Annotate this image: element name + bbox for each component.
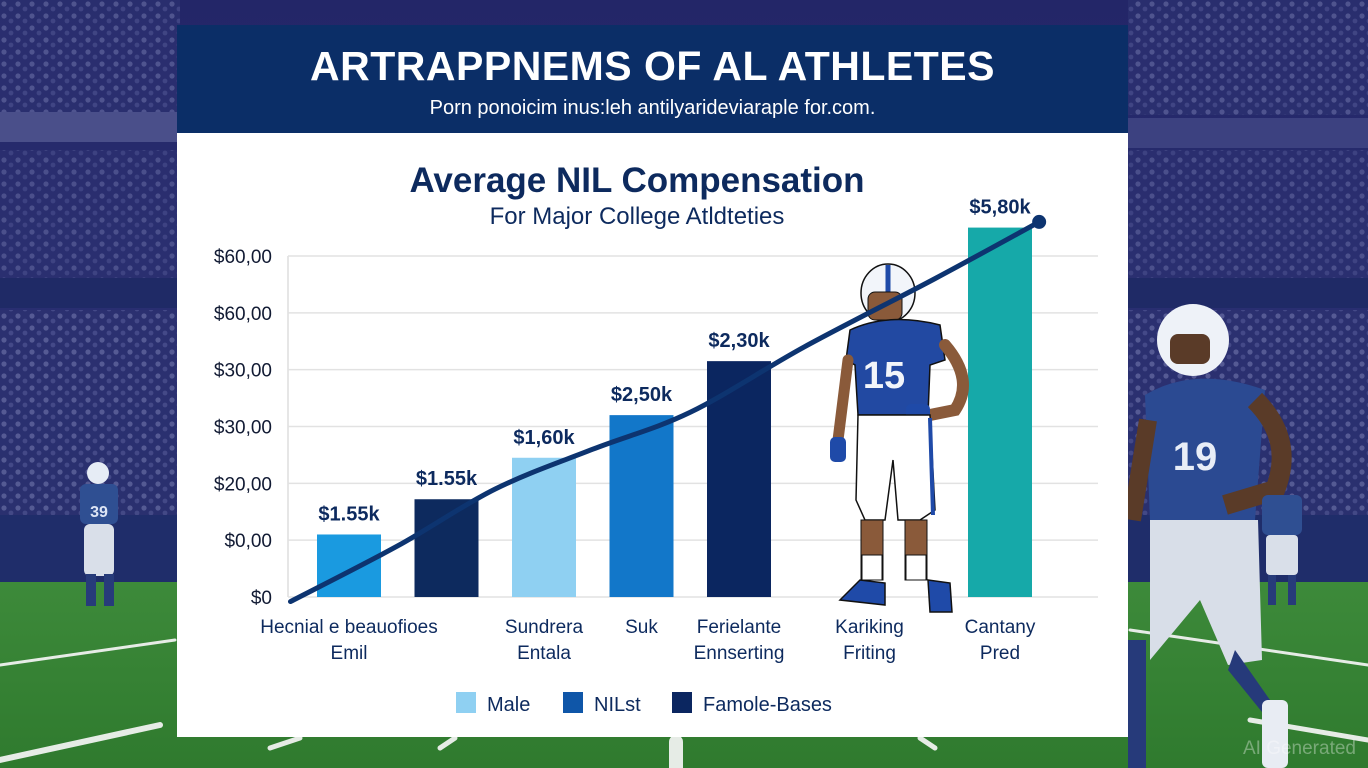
crowd-left-upper xyxy=(0,0,180,115)
chart: Average NIL Compensation For Major Colle… xyxy=(214,161,1098,716)
bar-value-label: $1.55k xyxy=(318,503,380,525)
category-label: Suk xyxy=(625,617,658,638)
center-player-illustration: 15 xyxy=(830,263,969,613)
chart-title: Average NIL Compensation xyxy=(409,161,864,200)
bar-value-label: $5,80k xyxy=(969,197,1031,219)
category-label: Pred xyxy=(980,643,1020,664)
header-subtitle: Porn ponoicim inus:leh antilyarideviarap… xyxy=(429,97,876,119)
bar xyxy=(968,227,1032,598)
trend-line xyxy=(288,219,1042,605)
category-label: Friting xyxy=(843,643,896,664)
category-label: Ferielante xyxy=(697,617,782,638)
legend-swatch xyxy=(563,692,583,713)
stand-band-right xyxy=(1128,118,1368,148)
ribbon-board-left xyxy=(0,278,180,308)
legend-item: Famole-Bases xyxy=(672,692,832,716)
bar xyxy=(317,534,381,597)
bars xyxy=(317,227,1032,598)
category-label: Sundrera xyxy=(505,617,584,638)
center-player-jersey-number: 15 xyxy=(863,355,905,397)
y-tick-label: $20,00 xyxy=(214,474,272,495)
bar xyxy=(609,415,674,597)
right-player-jersey-number: 19 xyxy=(1173,435,1218,479)
ai-generated-watermark: AI Generated xyxy=(1242,738,1356,759)
category-labels: Hecnial e beauofioes Emil Sundrera Entala Su… xyxy=(260,617,1036,664)
y-tick-label: $60,00 xyxy=(214,247,272,268)
bar-value-label: $2,50k xyxy=(611,384,673,406)
legend-swatch xyxy=(672,692,692,713)
category-label: Kariking xyxy=(835,617,904,638)
category-label: Cantany xyxy=(965,617,1036,638)
crowd-left-lower xyxy=(0,150,180,280)
bar-value-labels: $1.55k $1.55k $1,60k $2,50k $2,30k $5,80k xyxy=(318,197,1031,526)
legend-item: Male xyxy=(456,692,530,716)
infographic-panel: ARTRAPPNEMS OF AL ATHLETES Porn ponoicim… xyxy=(177,25,1128,737)
bar-value-label: $1,60k xyxy=(513,427,575,449)
bar xyxy=(512,457,576,597)
legend-label: Male xyxy=(487,694,530,716)
legend-label: Famole-Bases xyxy=(703,694,832,716)
category-label: Hecnial e beauofioes xyxy=(260,617,437,638)
header-title: ARTRAPPNEMS OF AL ATHLETES xyxy=(310,43,995,89)
trend-line-endpoint xyxy=(1032,214,1047,229)
y-tick-label: $0,00 xyxy=(224,531,272,552)
crowd-right-upper xyxy=(1128,0,1368,115)
distant-player-illustration xyxy=(1262,495,1302,605)
left-player-jersey-number: 39 xyxy=(90,504,108,521)
legend: Male NILst Famole-Bases xyxy=(456,692,832,716)
bar-value-label: $1.55k xyxy=(416,468,478,490)
y-tick-label: $30,00 xyxy=(214,361,272,382)
chart-subtitle: For Major College Atldteties xyxy=(490,203,785,230)
y-tick-label: $60,00 xyxy=(214,304,272,325)
bar-value-label: $2,30k xyxy=(708,330,770,352)
category-label: Ennserting xyxy=(694,643,785,664)
crowd-right-lower xyxy=(1128,150,1368,280)
stand-band-left xyxy=(0,112,180,142)
legend-swatch xyxy=(456,692,476,713)
header-banner: ARTRAPPNEMS OF AL ATHLETES Porn ponoicim… xyxy=(177,25,1128,133)
left-player-illustration: 39 xyxy=(80,462,118,606)
ribbon-board-right xyxy=(1128,278,1368,308)
y-axis-ticks: $60,00 $60,00 $30,00 $30,00 $20,00 $0,00 $0 xyxy=(214,247,272,609)
legend-item: NILst xyxy=(563,692,641,716)
y-tick-label: $0 xyxy=(251,588,272,609)
right-player-illustration: 19 xyxy=(1123,304,1292,768)
legend-label: NILst xyxy=(594,694,641,716)
category-label: Entala xyxy=(517,643,571,664)
y-tick-label: $30,00 xyxy=(214,418,272,439)
category-label: Emil xyxy=(331,643,368,664)
